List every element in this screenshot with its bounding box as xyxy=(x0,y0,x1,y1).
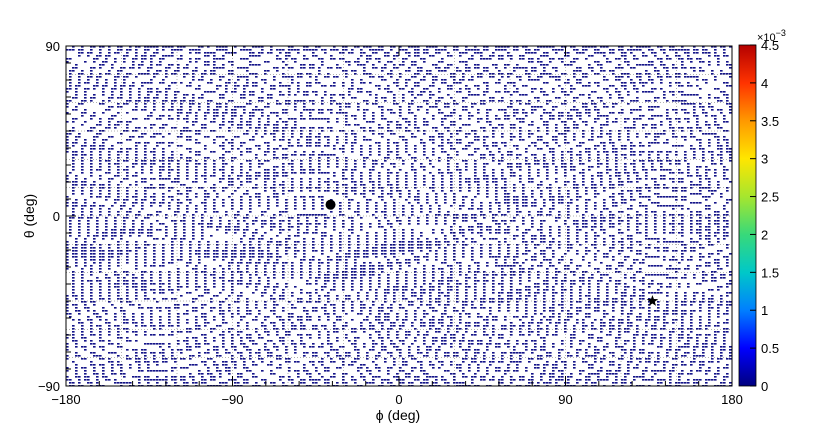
colorbar-tick-label: 3.5 xyxy=(761,114,779,129)
fringe-pattern xyxy=(66,46,732,386)
y-tick-label: 90 xyxy=(46,39,60,54)
colorbar-tick-label: 0 xyxy=(761,379,768,394)
colorbar-tick-label: 2.5 xyxy=(761,190,779,205)
y-tick-label: −90 xyxy=(38,379,60,394)
colorbar-tick-label: 1 xyxy=(761,303,768,318)
marker-circle xyxy=(325,199,336,210)
markers xyxy=(325,199,659,306)
heatmap-area xyxy=(66,46,732,386)
colorbar-tick-label: 1.5 xyxy=(761,265,779,280)
x-tick-label: −90 xyxy=(221,392,243,407)
colorbar: 0 0.5 1 1.5 2 2.5 3 3.5 4 4.5 xyxy=(738,38,779,394)
x-axis-label: ϕ (deg) xyxy=(376,407,420,423)
marker-star xyxy=(646,295,659,306)
colorbar-tick-label: 4 xyxy=(761,76,768,91)
colorbar-tick-label: 3 xyxy=(761,152,768,167)
colorbar-tick-label: 0.5 xyxy=(761,341,779,356)
colorbar-tick-label: 2 xyxy=(761,227,768,242)
colorbar-exponent: ×10−3 xyxy=(757,28,786,44)
colorbar-gradient xyxy=(738,44,757,387)
x-tick-label: 0 xyxy=(395,392,402,407)
grid-lines xyxy=(66,46,732,386)
y-axis-label: θ (deg) xyxy=(21,194,37,238)
y-tick-label: 0 xyxy=(53,209,60,224)
x-tick-label: 180 xyxy=(721,392,743,407)
x-tick-label: −180 xyxy=(51,392,80,407)
colorbar-tick-label: 4.5 xyxy=(761,38,779,53)
x-tick-label: 90 xyxy=(558,392,572,407)
